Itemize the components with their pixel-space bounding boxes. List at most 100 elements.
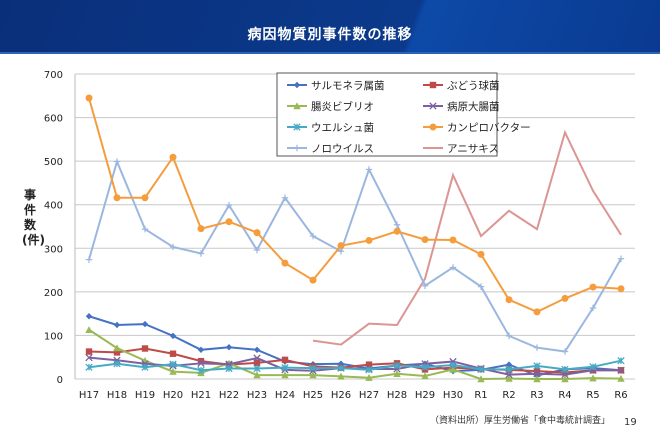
data-point	[421, 363, 429, 371]
data-point	[449, 236, 457, 244]
legend-label: ノロウイルス	[311, 143, 374, 155]
data-point	[505, 296, 513, 304]
legend-label: アニサキス	[447, 143, 499, 155]
data-point	[421, 372, 429, 380]
data-point	[505, 370, 513, 379]
data-point	[393, 227, 401, 235]
x-tick-label: R6	[614, 390, 627, 401]
data-point	[225, 201, 233, 209]
data-point	[477, 375, 485, 383]
data-point	[141, 194, 149, 202]
x-tick-label: R1	[474, 390, 487, 401]
data-point	[309, 371, 317, 379]
y-tick-label: 300	[44, 244, 63, 255]
data-point	[393, 370, 401, 377]
data-point	[449, 361, 457, 369]
data-point	[197, 346, 205, 354]
data-point	[253, 371, 261, 379]
y-tick-label: 700	[44, 70, 63, 81]
page-number: 19	[624, 417, 637, 428]
y-tick-label: 100	[44, 331, 63, 342]
data-point	[505, 332, 513, 340]
data-point	[253, 346, 261, 354]
legend-marker	[293, 144, 301, 152]
series-line	[88, 347, 621, 374]
data-point	[113, 158, 121, 165]
series-line	[88, 158, 622, 353]
x-tick-label: R5	[586, 390, 599, 401]
data-point	[253, 359, 261, 367]
data-point	[85, 326, 93, 333]
data-point	[561, 365, 569, 374]
y-tick-label: 200	[44, 288, 63, 299]
data-point	[309, 276, 317, 284]
data-point	[253, 246, 261, 254]
legend-label: ウエルシュ菌	[311, 122, 374, 134]
data-point	[253, 364, 261, 373]
legend-marker	[293, 81, 301, 89]
data-point	[253, 229, 261, 237]
data-point	[85, 353, 93, 362]
data-point	[533, 375, 541, 383]
data-point	[141, 320, 149, 328]
x-tick-label: H24	[275, 390, 295, 401]
legend	[276, 72, 498, 157]
data-point	[393, 221, 401, 228]
data-point	[365, 361, 373, 368]
data-point	[169, 350, 177, 357]
legend-marker	[293, 123, 301, 131]
data-point	[533, 362, 541, 370]
data-point	[169, 360, 177, 368]
data-point	[449, 264, 457, 271]
data-point	[309, 232, 317, 240]
x-tick-label: H29	[415, 390, 435, 401]
data-point	[85, 348, 93, 355]
x-tick-label: H21	[191, 390, 211, 401]
data-point	[589, 374, 597, 382]
x-tick-label: H18	[107, 390, 127, 401]
data-point	[113, 194, 121, 202]
data-point	[113, 321, 121, 329]
data-point	[505, 365, 513, 374]
data-point	[337, 248, 345, 255]
data-point	[85, 363, 93, 371]
data-point	[281, 364, 289, 372]
data-point	[421, 282, 429, 289]
data-point	[141, 225, 149, 233]
data-point	[197, 366, 205, 374]
data-point	[617, 366, 625, 374]
x-tick-label: H19	[135, 390, 155, 401]
data-point	[505, 361, 513, 368]
data-point	[281, 259, 289, 267]
data-point	[281, 371, 289, 379]
data-point	[561, 375, 569, 383]
x-tick-label: H22	[219, 390, 239, 401]
data-point	[337, 372, 345, 380]
data-point	[85, 94, 93, 102]
data-point	[477, 365, 485, 374]
data-point	[561, 348, 569, 355]
data-point	[141, 345, 149, 352]
data-point	[85, 313, 93, 320]
legend-marker	[429, 102, 437, 110]
data-point	[113, 344, 121, 352]
data-point	[169, 153, 177, 161]
data-point	[141, 363, 149, 371]
legend-marker	[429, 123, 437, 131]
x-tick-label: H17	[79, 390, 99, 401]
data-point	[225, 343, 233, 351]
data-point	[169, 332, 177, 340]
data-point	[253, 354, 261, 362]
x-tick-label: H25	[303, 390, 323, 401]
data-point	[365, 366, 373, 374]
data-point	[281, 194, 289, 201]
y-tick-label: 500	[44, 157, 63, 168]
data-point	[337, 364, 345, 372]
legend-label: 腸炎ビブリオ	[311, 100, 374, 113]
legend-label: カンピロバクター	[447, 122, 531, 134]
data-point	[533, 308, 541, 316]
legend-label: ぶどう球菌	[447, 79, 500, 92]
series-line	[312, 129, 622, 346]
data-point	[477, 283, 485, 290]
title-banner	[0, 0, 660, 54]
